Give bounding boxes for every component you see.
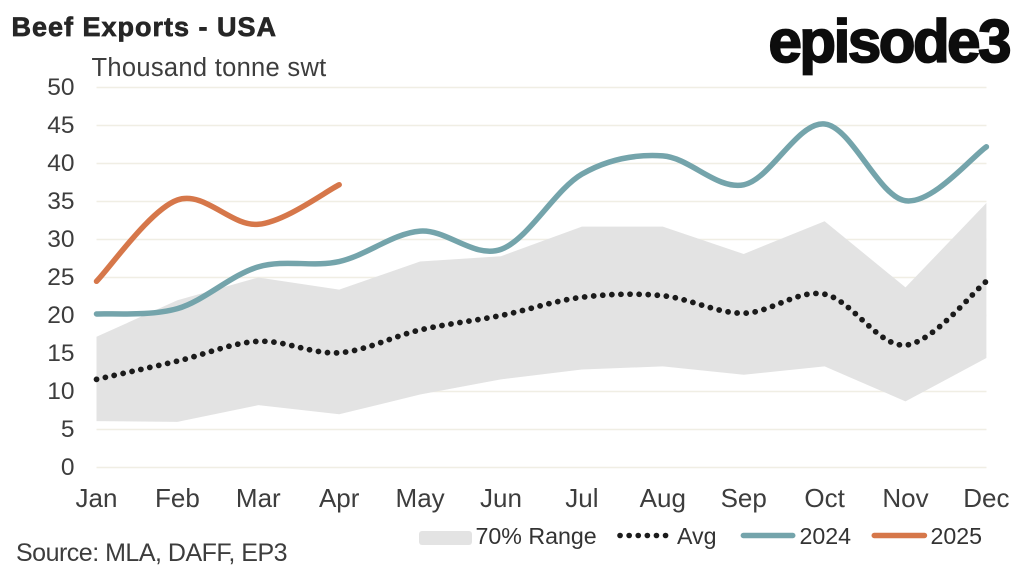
svg-text:15: 15: [47, 340, 74, 367]
svg-text:35: 35: [47, 188, 74, 215]
svg-text:50: 50: [47, 74, 74, 101]
svg-text:0: 0: [61, 454, 75, 481]
svg-text:May: May: [396, 483, 445, 513]
svg-text:Aug: Aug: [640, 483, 686, 513]
svg-text:Oct: Oct: [804, 483, 845, 513]
svg-text:10: 10: [47, 378, 74, 405]
svg-text:Sep: Sep: [721, 483, 767, 513]
svg-text:Mar: Mar: [236, 483, 281, 513]
svg-text:episode3: episode3: [769, 8, 1011, 75]
svg-text:2024: 2024: [800, 523, 852, 549]
svg-text:Avg: Avg: [677, 523, 717, 549]
svg-text:70% Range: 70% Range: [476, 523, 597, 549]
svg-text:Beef Exports - USA: Beef Exports - USA: [12, 12, 278, 42]
svg-text:2025: 2025: [931, 523, 983, 549]
svg-text:25: 25: [47, 264, 74, 291]
svg-text:Jun: Jun: [480, 483, 522, 513]
svg-text:Dec: Dec: [963, 483, 1009, 513]
svg-text:45: 45: [47, 112, 74, 139]
svg-text:40: 40: [47, 150, 74, 177]
svg-text:Source: MLA, DAFF, EP3: Source: MLA, DAFF, EP3: [16, 539, 287, 567]
svg-text:Feb: Feb: [155, 483, 200, 513]
svg-text:20: 20: [47, 302, 74, 329]
svg-text:Apr: Apr: [319, 483, 360, 513]
svg-text:Jan: Jan: [76, 483, 118, 513]
svg-text:5: 5: [61, 416, 75, 443]
svg-text:Nov: Nov: [882, 483, 928, 513]
svg-text:30: 30: [47, 226, 74, 253]
svg-text:Jul: Jul: [565, 483, 598, 513]
svg-text:Thousand tonne swt: Thousand tonne swt: [92, 54, 327, 82]
